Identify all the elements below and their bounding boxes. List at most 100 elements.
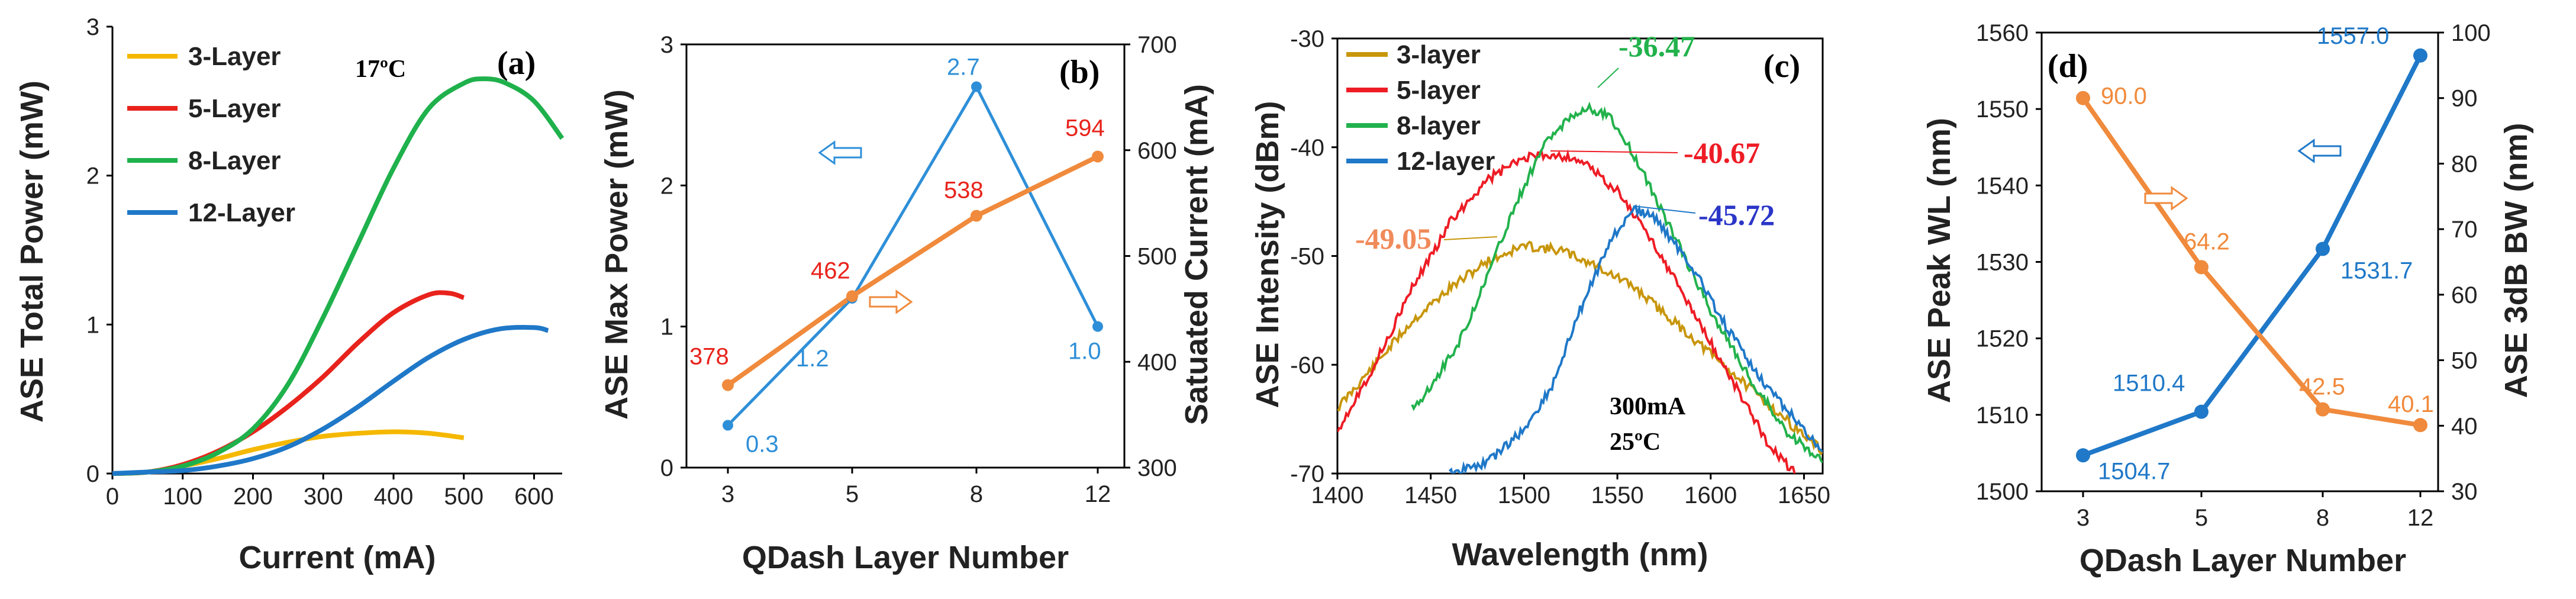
- x-tick-label: 3: [2077, 505, 2090, 531]
- y-axis-label: ASE Total Power (mW): [14, 80, 50, 423]
- x-tick-label: 12: [2407, 505, 2434, 531]
- y-left-tick-label: 1510: [1976, 402, 2029, 429]
- data-label-peak-wl: 1510.4: [2113, 371, 2185, 397]
- y-right-tick-label: 90: [2451, 86, 2478, 112]
- peak-label: -49.05: [1355, 222, 1432, 255]
- panel-label: (c): [1763, 48, 1800, 85]
- y-left-axis-label: ASE Peak WL (nm): [1921, 118, 1957, 403]
- peak-leader-line: [1443, 236, 1498, 240]
- data-point-max-power: [723, 420, 733, 431]
- y-left-tick-label: 1520: [1976, 326, 2029, 352]
- x-tick-label: 0: [106, 484, 119, 510]
- data-label-3db-bw: 90.0: [2101, 83, 2147, 110]
- data-label-3db-bw: 40.1: [2388, 391, 2434, 417]
- y-left-tick-label: 1500: [1976, 479, 2029, 505]
- y-left-tick-label: 3: [660, 32, 673, 58]
- data-point-max-power: [1092, 321, 1103, 332]
- x-tick-label: 8: [970, 481, 983, 507]
- temperature-annotation: 25ºC: [1610, 429, 1661, 456]
- y-tick-label: 2: [86, 163, 99, 189]
- data-point-peak-wl: [2316, 241, 2330, 256]
- y-left-tick-label: 1530: [1976, 250, 2029, 276]
- x-tick-label: 5: [846, 481, 859, 507]
- panel-label: (d): [2048, 48, 2088, 85]
- data-label-3db-bw: 42.5: [2299, 374, 2345, 400]
- data-point-saturated-current: [1092, 150, 1104, 163]
- series-line-3db-bw: [2081, 96, 2421, 428]
- y-tick-label: -60: [1290, 352, 1324, 378]
- y-tick-label: -70: [1290, 461, 1324, 487]
- data-point-3db-bw: [2076, 91, 2090, 105]
- y-left-tick-label: 1560: [1976, 20, 2029, 46]
- legend-label: 8-Layer: [188, 146, 281, 175]
- series-line-5-layer: [1337, 149, 1796, 474]
- y-right-tick-label: 70: [2451, 217, 2478, 243]
- x-tick-label: 600: [514, 484, 554, 510]
- panel-a-chart: 0 1 2 3 0 100 200 300 400 500 600 Current (mA) ASE T…: [14, 14, 565, 575]
- panel-d-chart: 1500 1510 1520 1530 1540 1550 1560 30 40 50 60 70 80…: [1921, 20, 2534, 578]
- y-right-tick-label: 30: [2451, 479, 2478, 505]
- peak-leader-line: [1633, 205, 1696, 214]
- right-axis-arrow-icon: [869, 289, 913, 314]
- y-axis-label: ASE Intensity (dBm): [1250, 101, 1285, 408]
- plot-frame: [685, 43, 1126, 469]
- x-tick-label: 12: [1085, 481, 1111, 507]
- data-point-peak-wl: [2194, 404, 2209, 419]
- y-right-axis-label: ASE 3dB BW (nm): [2498, 123, 2534, 398]
- peak-label: -45.72: [1698, 198, 1775, 231]
- y-right-tick-label: 500: [1137, 244, 1177, 270]
- x-axis-label: QDash Layer Number: [2080, 543, 2406, 578]
- y-tick-label: 0: [86, 461, 99, 487]
- peak-label: -40.67: [1684, 136, 1760, 169]
- legend-label: 8-layer: [1397, 111, 1481, 140]
- x-tick-label: 8: [2316, 505, 2329, 531]
- y-right-tick-label: 60: [2451, 282, 2478, 308]
- series-line-max-power: [727, 83, 1100, 427]
- x-tick-label: 500: [444, 484, 483, 510]
- series-line-3-layer: [1337, 240, 1823, 456]
- x-axis-label: Wavelength (nm): [1452, 537, 1708, 572]
- legend-label: 3-layer: [1397, 40, 1481, 69]
- y-left-tick-label: 1540: [1976, 173, 2029, 199]
- y-left-tick-label: 2: [660, 173, 673, 199]
- current-annotation: 300mA: [1610, 393, 1686, 420]
- x-tick-label: 1600: [1684, 482, 1737, 508]
- x-tick-label: 200: [233, 484, 273, 510]
- x-tick-label: 300: [304, 484, 343, 510]
- y-right-tick-label: 40: [2451, 413, 2478, 439]
- data-label-peak-wl: 1504.7: [2098, 458, 2170, 484]
- y-right-tick-label: 80: [2451, 151, 2478, 177]
- data-label-saturated-current: 462: [811, 257, 850, 284]
- data-point-3db-bw: [2194, 260, 2209, 275]
- data-point-3db-bw: [2316, 402, 2330, 417]
- right-axis-arrow-icon: [2144, 186, 2188, 211]
- data-label-3db-bw: 64.2: [2184, 228, 2230, 255]
- y-right-tick-label: 50: [2451, 348, 2478, 374]
- data-label-peak-wl: 1531.7: [2340, 258, 2413, 284]
- y-right-axis-label: Satuated Current (mA): [1179, 84, 1214, 425]
- data-point-saturated-current: [722, 379, 734, 391]
- data-point-max-power: [971, 81, 982, 92]
- temperature-annotation: 17ºC: [355, 56, 406, 83]
- y-tick-label: 1: [86, 312, 99, 338]
- x-tick-label: 1500: [1498, 482, 1550, 508]
- data-point-peak-wl: [2413, 48, 2427, 63]
- x-tick-label: 5: [2195, 505, 2208, 531]
- y-right-tick-label: 400: [1137, 349, 1177, 375]
- x-tick-label: 400: [374, 484, 414, 510]
- series-line-8-layer: [1411, 101, 1823, 463]
- y-right-tick-label: 100: [2451, 20, 2491, 46]
- y-left-axis-label: ASE Max Power (mW): [599, 89, 634, 420]
- data-label-max-power: 2.7: [947, 54, 980, 80]
- y-right-tick-label: 600: [1137, 138, 1177, 164]
- data-label-max-power: 1.2: [796, 346, 829, 372]
- legend-label: 5-layer: [1397, 76, 1481, 105]
- y-tick-label: 3: [86, 14, 99, 40]
- y-right-tick-label: 700: [1137, 32, 1177, 58]
- peak-label: -36.47: [1619, 30, 1695, 63]
- left-axis-arrow-icon: [2297, 139, 2342, 163]
- panel-label: (a): [497, 45, 536, 82]
